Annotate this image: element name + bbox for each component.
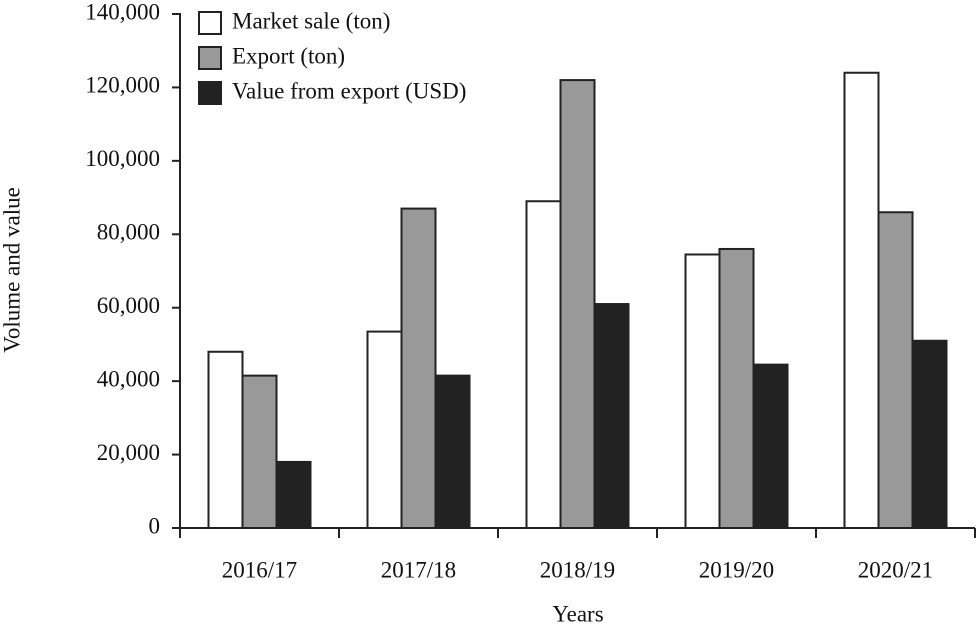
legend-swatch bbox=[198, 81, 222, 105]
bar bbox=[559, 79, 596, 529]
y-tick-label: 120,000 bbox=[85, 73, 160, 98]
bar bbox=[275, 460, 312, 529]
y-tick-label: 100,000 bbox=[85, 146, 160, 171]
legend-label: Market sale (ton) bbox=[232, 8, 390, 33]
bar bbox=[877, 211, 914, 529]
legend-label: Value from export (USD) bbox=[232, 78, 466, 103]
y-tick-label: 40,000 bbox=[97, 366, 160, 391]
y-tick-label: 140,000 bbox=[85, 0, 160, 24]
bar bbox=[911, 339, 948, 529]
bar bbox=[207, 350, 244, 529]
y-tick-label: 80,000 bbox=[97, 220, 160, 245]
bar bbox=[366, 330, 403, 530]
x-tick-label: 2018/19 bbox=[540, 557, 615, 582]
bar bbox=[718, 247, 755, 529]
bar bbox=[843, 71, 880, 529]
y-axis-label: Volume and value bbox=[0, 187, 24, 353]
x-axis-label: Years bbox=[552, 601, 603, 626]
bar bbox=[400, 207, 437, 529]
bar bbox=[593, 303, 630, 529]
bar bbox=[525, 200, 562, 529]
y-tick-label: 0 bbox=[149, 513, 161, 538]
x-tick-label: 2019/20 bbox=[699, 557, 774, 582]
legend-swatch bbox=[198, 46, 222, 70]
x-tick-label: 2017/18 bbox=[381, 557, 456, 582]
y-tick-label: 20,000 bbox=[97, 440, 160, 465]
bar bbox=[684, 253, 721, 529]
y-tick-label: 60,000 bbox=[97, 293, 160, 318]
bar bbox=[434, 374, 471, 529]
bar bbox=[241, 374, 278, 529]
x-tick-label: 2020/21 bbox=[858, 557, 933, 582]
legend-swatch bbox=[198, 11, 222, 35]
legend-label: Export (ton) bbox=[232, 43, 345, 68]
x-tick-label: 2016/17 bbox=[222, 557, 297, 582]
bar bbox=[752, 363, 789, 529]
